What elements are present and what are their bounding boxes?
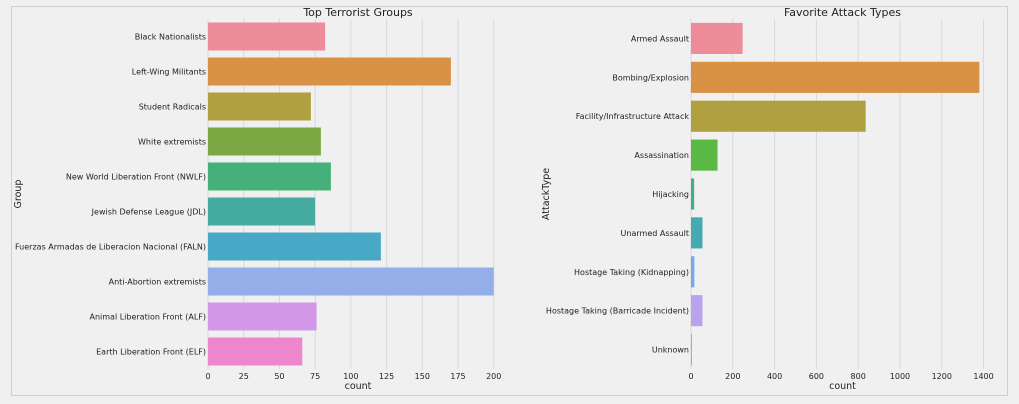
x-tick-label: 75 [310, 372, 320, 381]
y-tick-label: Black Nationalists [135, 33, 206, 42]
x-tick-label: 1400 [973, 372, 993, 381]
bar-unknown [691, 334, 692, 366]
x-axis-label: count [829, 381, 856, 392]
y-tick-label: White extremists [138, 138, 206, 147]
bar-hostage-taking-kidnapping [691, 256, 695, 288]
figure-frame [11, 6, 1008, 396]
bar-animal-liberation-front-alf [208, 302, 317, 331]
x-tick-label: 0 [205, 372, 210, 381]
y-axis-label: Group [13, 180, 24, 209]
bar-white-extremists [208, 127, 321, 156]
x-tick-labels: 0 200 400 600 800 1000 1200 1400 [688, 372, 993, 381]
x-tick-label: 200 [486, 372, 501, 381]
y-tick-label: New World Liberation Front (NWLF) [66, 173, 206, 182]
bar-anti-abortion-extremists [208, 267, 494, 296]
y-tick-label: Animal Liberation Front (ALF) [89, 313, 206, 322]
x-tick-label: 175 [450, 372, 465, 381]
x-tick-label: 200 [725, 372, 740, 381]
x-tick-label: 800 [851, 372, 866, 381]
y-tick-label: Facility/Infrastructure Attack [576, 112, 690, 121]
y-tick-labels: Armed Assault Bombing/Explosion Facility/I… [546, 34, 689, 354]
chart-title: Top Terrorist Groups [302, 6, 413, 19]
y-axis-label: AttackType [541, 168, 552, 220]
y-tick-label: Assassination [634, 151, 689, 160]
x-tick-label: 125 [379, 372, 394, 381]
chart-favorite-attack-types: Armed Assault Bombing/Explosion Facility/I… [541, 6, 994, 392]
y-tick-label: Fuerzas Armadas de Liberacion Nacional (… [15, 243, 206, 252]
bars [691, 22, 980, 366]
y-tick-label: Bombing/Explosion [612, 73, 689, 82]
bar-hostage-taking-barricade-incident [691, 295, 703, 327]
x-tick-label: 50 [274, 372, 284, 381]
y-tick-label: Left-Wing Militants [132, 68, 206, 77]
chart-top-terrorist-groups: Black Nationalists Left-Wing Militants Stu… [13, 6, 508, 392]
bar-bombing-explosion [691, 61, 980, 93]
x-tick-label: 0 [688, 372, 693, 381]
bar-assassination [691, 139, 718, 171]
bar-left-wing-militants [208, 57, 451, 86]
x-tick-label: 400 [767, 372, 782, 381]
y-tick-label: Unarmed Assault [621, 229, 689, 238]
y-tick-label: Armed Assault [631, 34, 689, 43]
y-tick-label: Anti-Abortion extremists [109, 278, 206, 287]
y-tick-label: Student Radicals [139, 103, 206, 112]
y-tick-label: Hostage Taking (Kidnapping) [574, 268, 689, 277]
x-tick-label: 1000 [890, 372, 910, 381]
x-axis-label: count [345, 381, 372, 392]
chart-title: Favorite Attack Types [784, 6, 901, 19]
bar-new-world-liberation-front-nwlf [208, 162, 331, 191]
x-tick-label: 150 [415, 372, 430, 381]
x-tick-label: 1200 [932, 372, 952, 381]
bar-jewish-defense-league-jdl [208, 197, 316, 226]
bar-facility-infrastructure-attack [691, 100, 866, 132]
bar-unarmed-assault [691, 217, 703, 249]
y-tick-label: Hostage Taking (Barricade Incident) [546, 307, 689, 316]
x-tick-label: 25 [239, 372, 249, 381]
bar-hijacking [691, 178, 695, 210]
bars [208, 22, 494, 366]
y-tick-labels: Black Nationalists Left-Wing Militants Stu… [15, 33, 206, 357]
x-tick-labels: 0 25 50 75 100 125 150 175 200 [205, 372, 501, 381]
x-tick-label: 100 [343, 372, 358, 381]
y-tick-label: Unknown [652, 346, 689, 355]
y-tick-label: Hijacking [652, 190, 689, 199]
bar-earth-liberation-front-elf [208, 337, 303, 366]
bar-armed-assault [691, 22, 743, 54]
bar-fuerzas-armadas-de-liberacion-nacional-faln [208, 232, 381, 261]
y-tick-label: Earth Liberation Front (ELF) [96, 348, 206, 357]
y-tick-label: Jewish Defense League (JDL) [91, 208, 206, 217]
bar-black-nationalists [208, 22, 326, 51]
x-tick-label: 600 [809, 372, 824, 381]
bar-student-radicals [208, 92, 311, 121]
